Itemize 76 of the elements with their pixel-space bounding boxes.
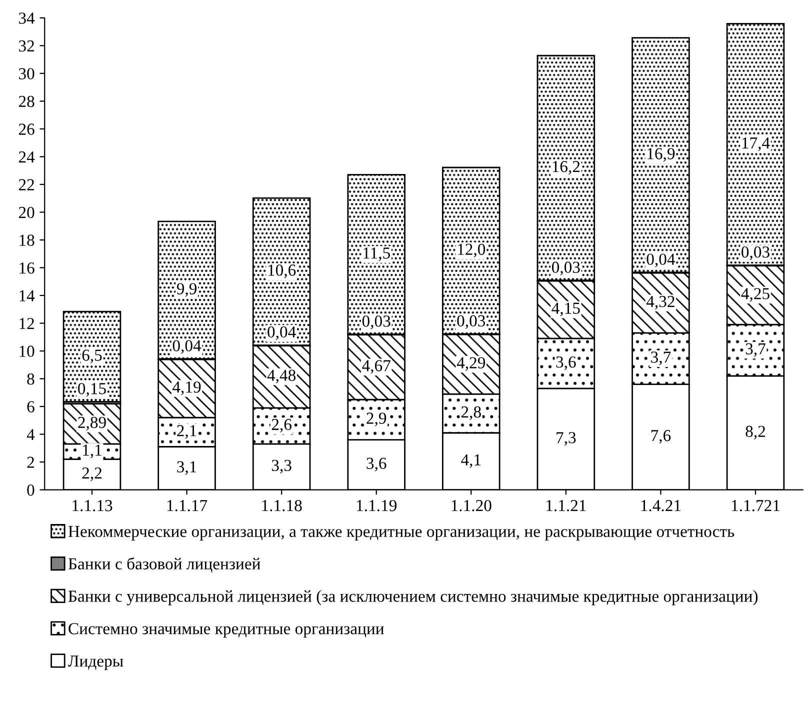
x-tick-label: 1.1.13	[72, 500, 112, 512]
data-label: 16,9	[648, 148, 675, 162]
data-label: 0,04	[268, 326, 296, 340]
bar	[632, 37, 690, 274]
data-label: 0,15	[78, 382, 106, 397]
legend-label: Системно значимые кредитные организации	[68, 623, 384, 638]
data-label: 4,1	[461, 454, 481, 468]
data-label: 2,9	[366, 412, 386, 426]
data-label: 4,67	[362, 360, 390, 374]
x-tick-label: 1.1.17	[167, 500, 208, 512]
x-tick-label: 1.1.721	[732, 500, 780, 512]
data-label: 1,1	[83, 444, 102, 458]
y-tick-label: 8	[27, 373, 34, 385]
data-label: 3,1	[177, 461, 196, 475]
y-tick-label: 14	[20, 290, 35, 302]
data-label: 12,0	[458, 244, 486, 258]
bar	[252, 197, 311, 346]
data-label: 0,04	[646, 254, 676, 268]
data-label: 2,2	[82, 467, 102, 482]
x-tick-label: 1.1.21	[546, 500, 586, 512]
y-tick-label: 2	[27, 456, 34, 468]
bar	[726, 23, 785, 266]
y-tick-label: 10	[20, 346, 34, 357]
data-label: 7,3	[556, 432, 576, 446]
y-tick-label: 22	[18, 179, 34, 190]
y-tick-label: 26	[18, 124, 34, 135]
bar	[158, 220, 216, 360]
data-label: 8,2	[746, 426, 765, 440]
y-tick-label: 12	[20, 318, 34, 330]
data-label: 4,25	[741, 288, 770, 302]
y-tick-label: 0	[27, 484, 34, 496]
y-tick-label: 24	[18, 151, 35, 162]
data-label: 0,03	[742, 246, 770, 260]
data-label: 4,48	[267, 370, 296, 384]
data-label: 3,3	[272, 460, 292, 474]
data-label: 0,03	[552, 262, 580, 276]
data-label: 7,6	[651, 430, 671, 444]
data-label: 2,6	[272, 418, 292, 432]
data-label: 0,03	[457, 315, 486, 329]
y-tick-label: 32	[19, 40, 34, 52]
bar	[347, 174, 406, 336]
data-label: 4,19	[172, 381, 201, 396]
data-label: 16,2	[552, 161, 580, 175]
data-label: 2,89	[78, 416, 106, 430]
y-tick-label: 6	[27, 401, 34, 412]
y-tick-label: 20	[18, 206, 34, 218]
y-tick-label: 34	[19, 12, 35, 24]
data-label: 0,03	[362, 316, 390, 330]
legend-label: Банки с универсальной лицензией (за исключением системно значимые кредитные организации)	[68, 590, 758, 606]
x-tick-label: 1.1.20	[452, 500, 492, 512]
data-label: 6,5	[82, 350, 102, 364]
y-tick-label: 16	[20, 262, 34, 274]
data-label: 4,15	[552, 302, 580, 316]
data-label: 3,6	[366, 458, 386, 472]
data-label: 0,04	[172, 340, 202, 354]
data-label: 2,8	[461, 406, 481, 420]
legend-label: Лидеры	[68, 656, 124, 670]
legend-label: Некоммерческие организации, а также кредитные организации, не раскрывающие отчетность	[68, 526, 734, 540]
data-label: 17,4	[742, 137, 770, 152]
x-tick-label: 1.1.19	[356, 500, 397, 512]
legend-label: Банки с базовой лицензией	[68, 557, 260, 573]
data-label: 3,6	[556, 356, 576, 370]
data-label: 11,5	[364, 248, 390, 262]
data-label: 9,9	[176, 283, 197, 297]
data-label: 4,29	[456, 357, 486, 371]
data-label: 10,6	[268, 264, 296, 278]
data-label: 3,7	[651, 352, 671, 366]
y-tick-label: 30	[19, 68, 34, 80]
y-tick-label: 18	[20, 234, 34, 246]
y-tick-label: 4	[26, 429, 35, 440]
data-label: 2,1	[177, 425, 196, 439]
x-tick-label: 1.4.21	[641, 500, 681, 512]
y-tick-label: 28	[18, 96, 34, 108]
data-label: 3,7	[746, 343, 766, 357]
data-label: 4,32	[646, 296, 674, 310]
x-tick-label: 1.1.18	[262, 500, 302, 512]
